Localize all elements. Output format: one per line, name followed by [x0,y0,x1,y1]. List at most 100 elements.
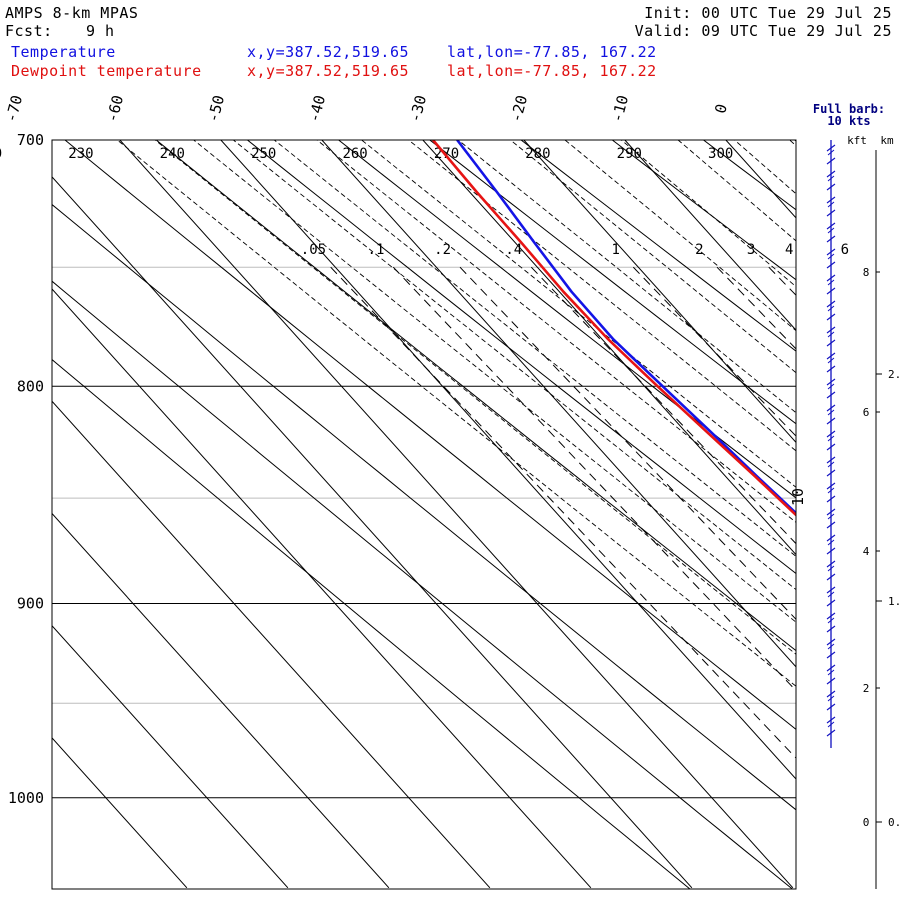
diagram-background-lines [52,87,900,900]
isotherm-line [52,400,491,889]
temperature-latlon: lat,lon=-77.85, 167.22 [447,43,657,61]
km-label: 0. [888,816,900,829]
wind-barb [827,201,835,208]
mixing-ratio-label: 3 [747,242,755,258]
isotherm-line [119,140,794,889]
pressure-label: 800 [17,377,44,395]
wind-barb [826,235,836,243]
moist-adiabat-line [733,140,796,195]
isotherm-line [220,140,796,780]
moist-adiabat-line [677,140,796,242]
moist-adiabat-line [360,140,796,488]
km-label: 2. [888,368,900,381]
isotherm-line [422,140,796,556]
wind-barb [827,331,835,338]
dry-adiabat-line [520,140,796,352]
mixing-ratio-line [530,266,796,545]
km-header: km [880,134,894,147]
mixing-ratio-line [392,266,796,692]
wind-barb [826,300,836,308]
wind-barb [826,612,836,620]
isotherm-label: -60 [103,93,127,124]
wind-barb [826,391,836,399]
dry-adiabat-label: 240 [160,146,185,162]
wind-barb [827,253,835,260]
mixing-ratio-label: 4 [785,242,793,258]
mixing-ratio-label: .2 [434,242,451,258]
wind-barb [827,435,835,442]
dry-adiabat-label: 300 [708,146,733,162]
wind-barb [827,149,835,156]
mixing-ratio-line [330,266,796,759]
mixing-ratio-label: .05 [301,242,326,258]
dry-adiabat-line [246,140,796,575]
dry-adiabat-label: 220 [0,146,2,162]
wind-barb [826,690,836,698]
kft-label: 8 [863,266,870,279]
dewpoint-legend-label: Dewpoint temperature [11,62,202,80]
wind-barb [826,508,836,516]
wind-barb [827,305,835,312]
kft-label: 0 [863,816,870,829]
wind-barb [826,638,836,646]
wind-barb [827,409,835,416]
temperature-legend-label: Temperature [11,43,116,61]
wind-barb [826,352,836,360]
pressure-axis: 700 800 900 1000 [8,131,44,807]
isotherm-label: -10 [608,93,632,124]
wind-barb [826,625,836,633]
dewpoint-latlon: lat,lon=-77.85, 167.22 [447,62,657,80]
wind-barb [826,196,836,204]
wind-barb [827,383,835,390]
mixing-ratio-label: 2 [695,242,703,258]
wind-barb [826,664,836,672]
moist-adiabat-line [154,140,796,655]
wind-barb [826,716,836,724]
wind-barb [826,573,836,581]
isotherm-label: 0 [711,102,731,115]
wind-barb [826,339,836,347]
isotherm-line [52,288,592,889]
wind-barb [826,248,836,256]
fcst-label: Fcst: [5,22,53,40]
wind-barb [826,521,836,529]
wind-barb [826,586,836,594]
isotherm-label: -20 [507,93,531,124]
mixing-ratio-line [632,266,796,437]
kft-label: 4 [863,545,870,558]
isotherm-line [827,140,900,888]
dry-adiabat-label: 230 [68,146,93,162]
wind-barb [827,643,835,650]
kft-label: 2 [863,682,870,695]
wind-barb [826,209,836,217]
wind-barb [827,487,835,494]
mixing-ratio-line [459,266,796,621]
wind-barb [826,495,836,503]
wind-barb [826,469,836,477]
wind-barb [826,547,836,555]
isotherm-label: -70 [2,93,26,124]
moist-adiabat-line [273,140,796,557]
dewpoint-xy: x,y=387.52,519.65 [247,62,410,80]
wind-barb [827,279,835,286]
dry-adiabat-line [814,87,900,900]
isotherm-line [52,624,289,889]
temperature-xy: x,y=387.52,519.65 [247,43,410,61]
wind-barb [826,599,836,607]
valid-time: Valid: 09 UTC Tue 29 Jul 25 [634,22,892,40]
temperature-profile-line [456,140,796,515]
moist-adiabat-label: 10 [789,488,807,506]
moist-adiabat-line [116,140,796,687]
dry-adiabat-line [702,140,796,211]
dry-adiabat-line [52,280,794,889]
kft-header: kft [847,134,867,147]
moist-adiabat-line [564,140,796,332]
wind-barb [827,461,835,468]
dry-adiabat-line [611,140,796,281]
dry-adiabat-line [337,140,796,499]
wind-barb [827,539,835,546]
wind-barb [826,170,836,178]
wind-barb [827,617,835,624]
init-time: Init: 00 UTC Tue 29 Jul 25 [644,4,892,22]
wind-barb [826,157,836,165]
